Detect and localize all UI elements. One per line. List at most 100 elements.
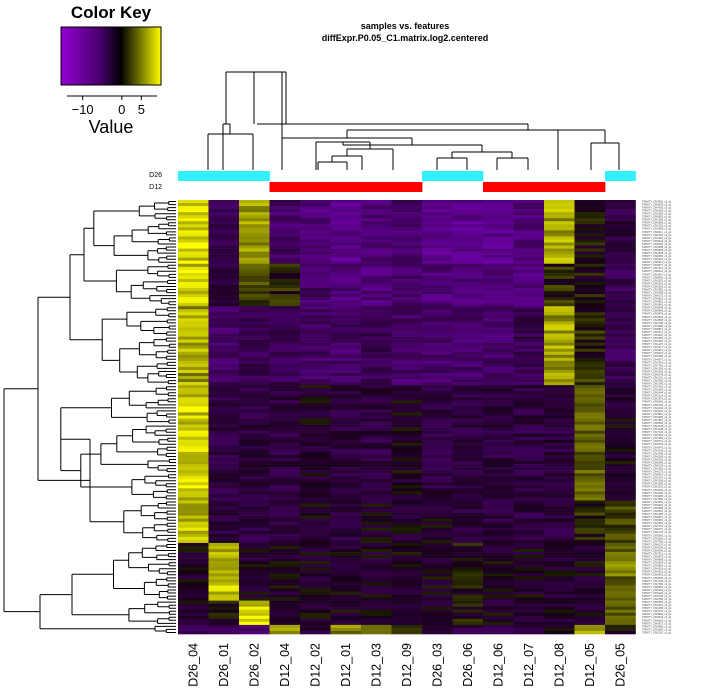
heatmap-cell bbox=[330, 394, 362, 398]
heatmap-cell bbox=[361, 284, 392, 289]
heatmap-cell bbox=[513, 306, 545, 310]
heatmap-cell bbox=[483, 242, 514, 246]
heatmap-cell bbox=[422, 281, 453, 286]
heatmap-cell bbox=[513, 555, 545, 559]
heatmap-cell bbox=[330, 418, 362, 422]
heatmap-cell bbox=[330, 303, 362, 307]
heatmap-cell bbox=[452, 454, 484, 459]
heatmap-cell bbox=[574, 275, 606, 280]
heatmap-cell bbox=[300, 239, 331, 243]
row-label: TRINITY_DN1408_c3_g1 bbox=[642, 451, 672, 455]
heatmap-cell bbox=[605, 221, 636, 225]
heatmap-cell bbox=[605, 567, 636, 571]
heatmap-cell bbox=[574, 333, 606, 337]
heatmap-cell bbox=[544, 327, 575, 331]
heatmap-cell bbox=[391, 348, 423, 353]
heatmap-cell bbox=[574, 357, 606, 362]
row-label: TRINITY_DN2230_c0_g1 bbox=[642, 485, 672, 489]
heatmap-cell bbox=[422, 245, 453, 249]
heatmap-cell bbox=[574, 248, 606, 252]
heatmap-cell bbox=[330, 345, 362, 350]
heatmap-cell bbox=[208, 576, 240, 580]
heatmap-cell bbox=[330, 354, 362, 359]
heatmap-cell bbox=[574, 509, 606, 513]
heatmap-cell bbox=[391, 227, 423, 231]
heatmap-cell bbox=[544, 236, 575, 240]
heatmap-cell bbox=[452, 369, 484, 374]
heatmap-cell bbox=[361, 579, 392, 583]
row-label: TRINITY_DN7042_c3_g1 bbox=[642, 385, 672, 389]
heatmap-cell bbox=[422, 424, 453, 428]
heatmap-cell bbox=[483, 476, 514, 480]
heatmap-cell bbox=[513, 272, 545, 277]
heatmap-cell bbox=[483, 221, 514, 225]
heatmap-cell bbox=[208, 591, 240, 595]
heatmap-cell bbox=[330, 451, 362, 456]
heatmap-cell bbox=[330, 521, 362, 526]
heatmap-cell bbox=[300, 257, 331, 261]
heatmap-cell bbox=[300, 579, 331, 583]
heatmap-cell bbox=[300, 366, 331, 371]
heatmap-cell bbox=[452, 509, 484, 513]
heatmap-cell bbox=[330, 500, 362, 504]
heatmap-cell bbox=[239, 278, 270, 283]
heatmap-cell bbox=[452, 606, 484, 611]
heatmap-cell bbox=[178, 348, 209, 353]
row-label: TRINITY_DN1338_c3_g1 bbox=[642, 366, 672, 370]
heatmap-cell bbox=[513, 206, 545, 210]
heatmap-cell bbox=[208, 421, 240, 425]
heatmap-cell bbox=[239, 284, 270, 289]
heatmap-cell bbox=[483, 403, 514, 407]
heatmap-cell bbox=[361, 354, 392, 359]
heatmap-cell bbox=[513, 360, 545, 365]
heatmap-cell bbox=[605, 200, 636, 204]
heatmap-cell bbox=[544, 518, 575, 522]
row-label: TRINITY_DN5781_c0_g1 bbox=[642, 457, 672, 461]
heatmap-cell bbox=[239, 485, 270, 489]
heatmap-cell bbox=[605, 224, 636, 228]
heatmap-cell bbox=[452, 600, 484, 604]
heatmap-cell bbox=[574, 372, 606, 377]
heatmap-cell bbox=[605, 439, 636, 444]
heatmap-cell bbox=[422, 527, 453, 532]
heatmap-cell bbox=[483, 461, 514, 465]
heatmap-cell bbox=[513, 591, 545, 595]
heatmap-cell bbox=[361, 509, 392, 513]
heatmap-cell bbox=[208, 485, 240, 489]
heatmap-cell bbox=[300, 315, 331, 319]
heatmap-cell bbox=[361, 454, 392, 459]
heatmap-cell bbox=[178, 545, 209, 550]
row-label: TRINITY_DN1982_c0_g1 bbox=[642, 369, 672, 373]
heatmap-cell bbox=[452, 597, 484, 601]
heatmap-cell bbox=[452, 503, 484, 507]
heatmap-cell bbox=[208, 552, 240, 556]
row-label: TRINITY_DN9388_c0_g1 bbox=[642, 290, 672, 294]
heatmap-cell bbox=[574, 494, 606, 498]
heatmap-cell bbox=[330, 527, 362, 532]
heatmap-cell bbox=[178, 315, 209, 319]
heatmap-cell bbox=[483, 339, 514, 343]
heatmap-cell bbox=[330, 403, 362, 407]
heatmap-cell bbox=[391, 236, 423, 240]
heatmap-cell bbox=[208, 239, 240, 243]
heatmap-cell bbox=[361, 600, 392, 604]
heatmap-cell bbox=[452, 415, 484, 419]
heatmap-cell bbox=[178, 621, 209, 626]
heatmap-cell bbox=[422, 248, 453, 252]
heatmap-cell bbox=[483, 506, 514, 510]
heatmap-cell bbox=[361, 400, 392, 404]
heatmap-cell bbox=[208, 627, 240, 632]
heatmap-cell bbox=[330, 564, 362, 568]
heatmap-cell bbox=[330, 585, 362, 589]
heatmap-cell bbox=[361, 327, 392, 331]
heatmap-cell bbox=[605, 570, 636, 574]
heatmap-cell bbox=[483, 303, 514, 307]
heatmap-cell bbox=[178, 306, 209, 310]
heatmap-cell bbox=[178, 424, 209, 428]
heatmap-cell bbox=[361, 433, 392, 438]
row-label: TRINITY_DN8137_c2_g1 bbox=[642, 527, 672, 531]
heatmap-cell bbox=[544, 549, 575, 553]
heatmap-cell bbox=[208, 442, 240, 447]
heatmap-cell bbox=[483, 266, 514, 271]
